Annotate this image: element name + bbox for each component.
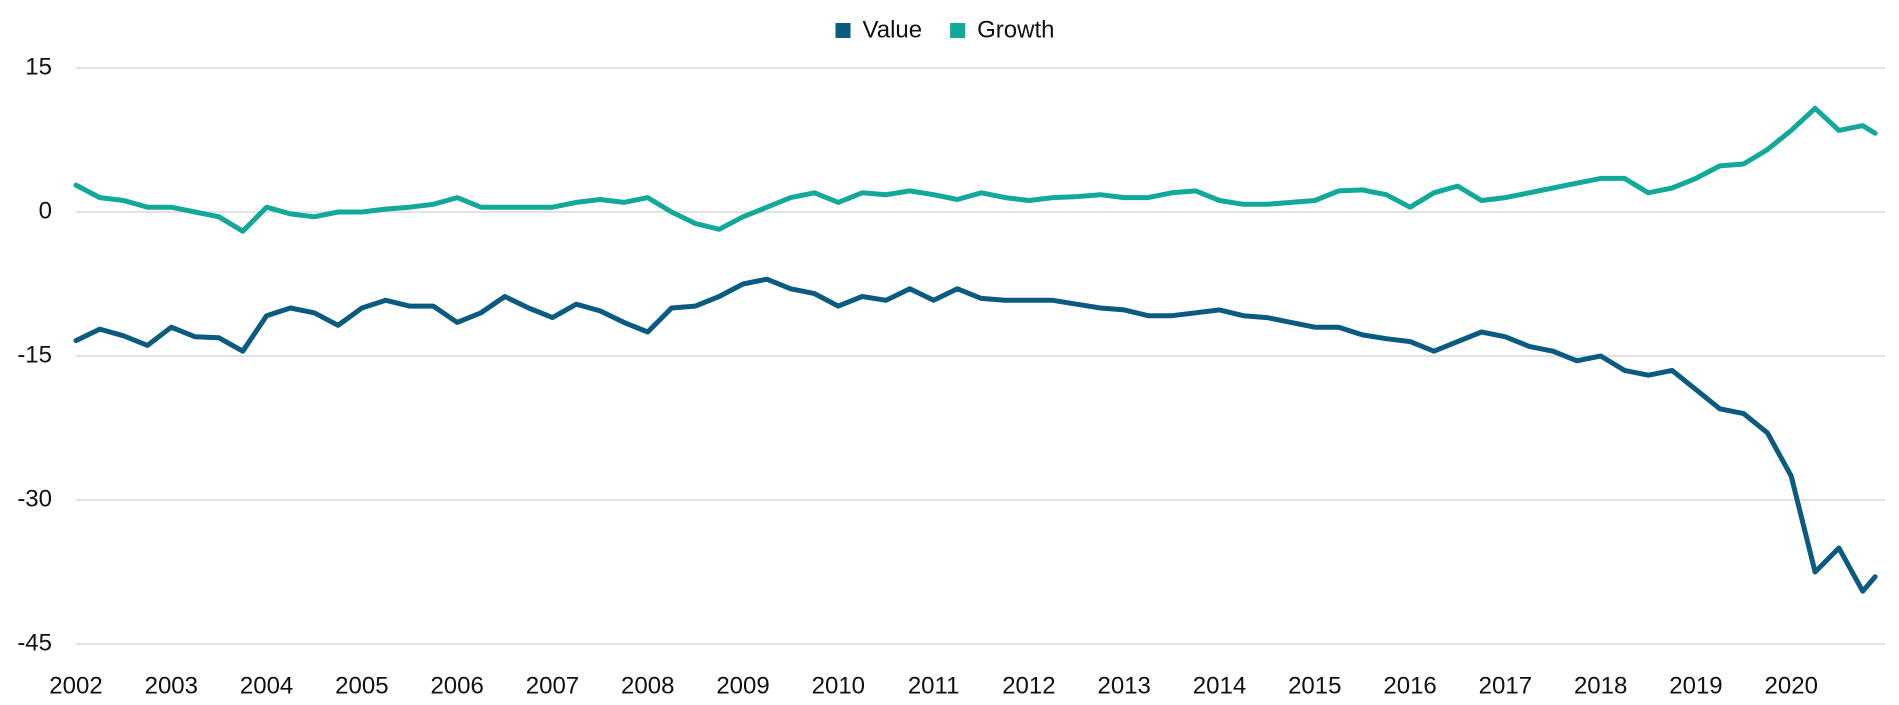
x-tick-label: 2016 [1383,672,1436,699]
x-tick-label: 2010 [812,672,865,699]
x-tick-label: 2018 [1574,672,1627,699]
x-tick-label: 2017 [1479,672,1532,699]
y-tick-label: -15 [17,341,52,368]
legend-swatch [835,23,851,38]
x-tick-label: 2006 [430,672,483,699]
x-tick-label: 2003 [145,672,198,699]
legend-swatch [950,23,966,38]
x-tick-label: 2009 [716,672,769,699]
x-tick-label: 2011 [908,672,960,699]
y-tick-label: -45 [17,629,52,656]
legend-label: Growth [977,16,1054,43]
x-tick-label: 2008 [621,672,674,699]
x-tick-label: 2012 [1002,672,1055,699]
x-tick-label: 2005 [335,672,388,699]
y-tick-label: -30 [17,485,52,512]
series-line [73,105,1878,234]
x-tick-label: 2013 [1098,672,1151,699]
x-tick-label: 2004 [240,672,293,699]
legend-label: Value [863,16,923,43]
y-tick-label: 15 [25,53,52,80]
series-line [73,276,1878,594]
x-tick-label: 2020 [1765,672,1818,699]
x-tick-label: 2007 [526,672,579,699]
y-tick-label: 0 [39,197,52,224]
x-tick-label: 2019 [1669,672,1722,699]
x-tick-label: 2015 [1288,672,1341,699]
x-tick-label: 2002 [49,672,102,699]
x-tick-label: 2014 [1193,672,1246,699]
